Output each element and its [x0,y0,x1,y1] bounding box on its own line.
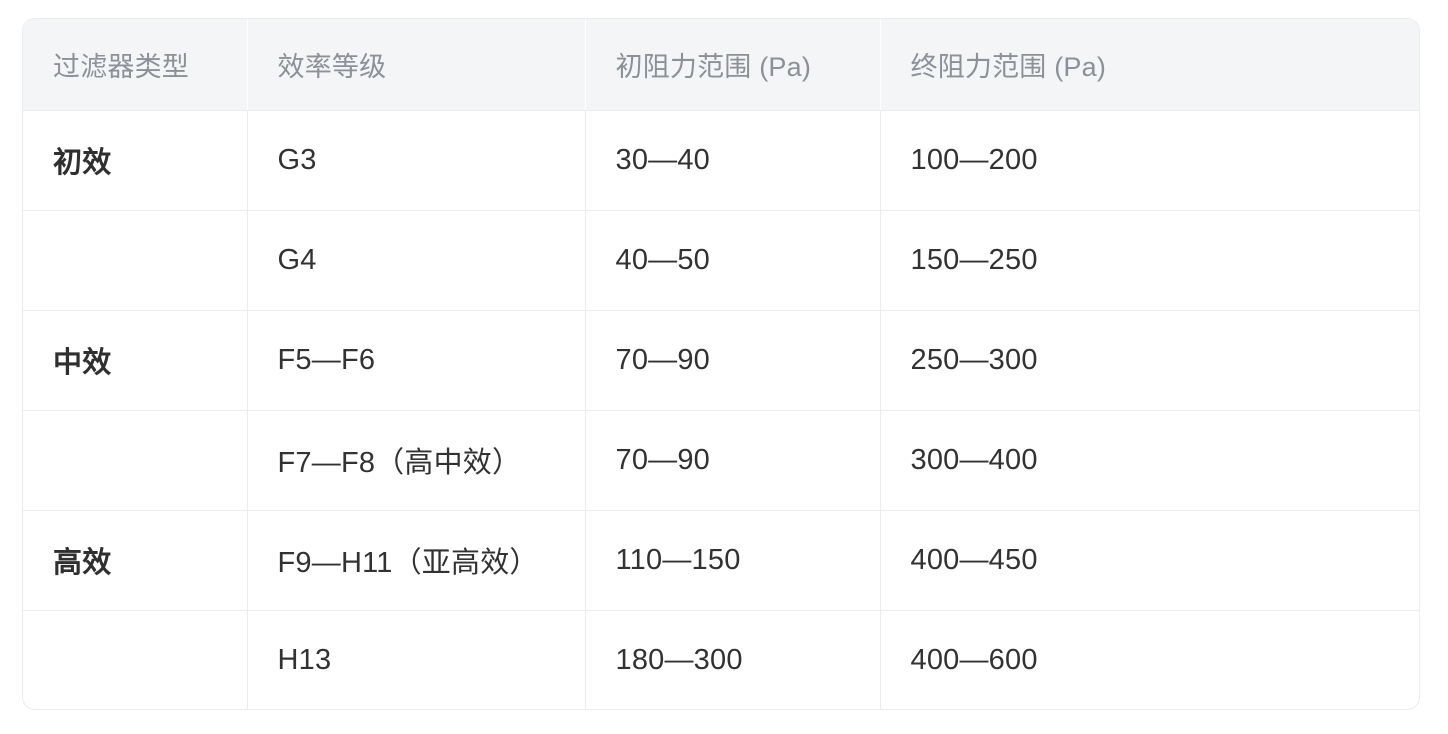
cell-initial-resistance: 70—90 [585,310,881,411]
cell-final-resistance: 150—250 [880,210,1419,311]
cell-efficiency-grade: F9—H11（亚高效） [247,510,586,611]
column-header-efficiency-grade: 效率等级 [247,19,586,111]
cell-initial-resistance: 70—90 [585,410,881,511]
filter-resistance-table: 过滤器类型 效率等级 初阻力范围 (Pa) 终阻力范围 (Pa) 初效 G3 3… [23,19,1419,709]
table-row: 初效 G3 30—40 100—200 [23,110,1419,211]
column-header-final-resistance: 终阻力范围 (Pa) [880,19,1419,111]
cell-efficiency-grade: F7—F8（高中效） [247,410,586,511]
cell-initial-resistance: 110—150 [585,510,881,611]
cell-final-resistance: 100—200 [880,110,1419,211]
cell-initial-resistance: 40—50 [585,210,881,311]
table-body: 初效 G3 30—40 100—200 G4 40—50 150—250 中效 … [23,110,1419,709]
cell-filter-type: 高效 [23,510,248,611]
cell-efficiency-grade: G4 [247,210,586,311]
cell-filter-type: 初效 [23,110,248,211]
cell-efficiency-grade: H13 [247,610,586,709]
cell-initial-resistance: 30—40 [585,110,881,211]
table-row: H13 180—300 400—600 [23,610,1419,709]
cell-filter-type [23,210,248,311]
cell-filter-type [23,410,248,511]
column-header-initial-resistance: 初阻力范围 (Pa) [585,19,881,111]
cell-final-resistance: 400—600 [910,643,1038,676]
cell-final-resistance: 400—450 [880,510,1419,611]
cell-filter-type [23,610,248,709]
spec-table-container: 过滤器类型 效率等级 初阻力范围 (Pa) 终阻力范围 (Pa) 初效 G3 3… [22,18,1420,710]
column-header-filter-type: 过滤器类型 [23,19,248,111]
cell-efficiency-grade: G3 [247,110,586,211]
table-header-row: 过滤器类型 效率等级 初阻力范围 (Pa) 终阻力范围 (Pa) [23,19,1419,111]
cell-final-resistance: 300—400 [880,410,1419,511]
table-row: F7—F8（高中效） 70—90 300—400 [23,410,1419,511]
cell-initial-resistance: 180—300 [585,610,881,709]
cell-final-resistance: 250—300 [880,310,1419,411]
table-row: 中效 F5—F6 70—90 250—300 [23,310,1419,411]
table-row: G4 40—50 150—250 [23,210,1419,311]
table-header: 过滤器类型 效率等级 初阻力范围 (Pa) 终阻力范围 (Pa) [23,19,1419,111]
cell-efficiency-grade: F5—F6 [247,310,586,411]
table-row: 高效 F9—H11（亚高效） 110—150 400—450 [23,510,1419,611]
cell-filter-type: 中效 [23,310,248,411]
